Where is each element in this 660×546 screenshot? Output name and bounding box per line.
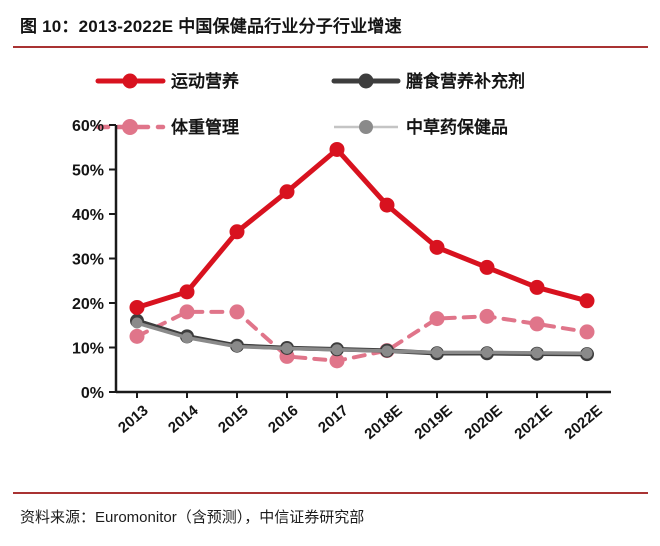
- data-point-weight: [579, 324, 595, 340]
- legend-marker-weight-icon: [95, 119, 166, 135]
- x-tick-label: 2015: [215, 402, 251, 436]
- x-axis-ticks: [136, 392, 588, 398]
- y-tick-label: 0%: [81, 385, 104, 402]
- y-tick-label: 50%: [72, 163, 104, 180]
- legend-label-sports: 运动营养: [171, 71, 240, 91]
- data-point-herbal: [231, 341, 243, 353]
- legend-marker-sports-icon: [95, 73, 166, 89]
- figure-title: 图 10：2013-2022E 中国保健品行业分子行业增速: [20, 17, 402, 36]
- data-point-sports: [529, 279, 545, 295]
- legend-label-weight: 体重管理: [171, 117, 239, 137]
- x-axis: 2013 2014 2015 2016 2017 2018E 2019E 202…: [115, 390, 611, 443]
- series-weight-management-line: [129, 304, 595, 369]
- data-point-sports: [329, 141, 345, 157]
- legend-marker-herbal-icon: [334, 120, 398, 134]
- source-divider-rule: [13, 492, 648, 494]
- x-tick-label: 2021E: [511, 402, 555, 443]
- series-sports-nutrition-line: [129, 141, 595, 315]
- legend-item-sports: 运动营养: [95, 71, 240, 91]
- data-point-sports: [479, 259, 495, 275]
- data-point-weight: [429, 311, 445, 327]
- x-tick-label: 2020E: [461, 402, 505, 443]
- data-point-sports: [429, 239, 445, 255]
- x-tick-label: 2019E: [411, 402, 455, 443]
- legend-label-herbal: 中草药保健品: [406, 117, 508, 137]
- data-point-herbal: [131, 317, 143, 329]
- y-axis: 0% 10% 20% 30% 40% 50% 60%: [72, 118, 118, 402]
- chart-legend: 运动营养 膳食营养补充剂 体重管理: [95, 71, 525, 137]
- title-divider-rule: [13, 46, 648, 48]
- data-point-weight: [329, 353, 345, 369]
- data-point-herbal: [331, 344, 343, 356]
- x-tick-label: 2022E: [561, 402, 605, 443]
- data-point-weight: [479, 308, 495, 324]
- data-point-herbal: [481, 346, 493, 358]
- data-point-herbal: [181, 332, 193, 344]
- x-axis-labels: 2013 2014 2015 2016 2017 2018E 2019E 202…: [115, 402, 605, 443]
- data-point-herbal: [431, 346, 443, 358]
- data-point-herbal: [281, 342, 293, 354]
- data-point-herbal: [581, 347, 593, 359]
- y-tick-label: 20%: [72, 296, 104, 313]
- data-point-weight: [129, 328, 145, 344]
- data-point-sports: [279, 184, 295, 200]
- legend-item-dietary: 膳食营养补充剂: [331, 71, 525, 91]
- y-axis-ticks: [109, 124, 116, 393]
- legend-marker-dietary-icon: [331, 73, 401, 89]
- data-point-herbal: [531, 347, 543, 359]
- data-point-weight: [179, 304, 195, 320]
- y-tick-label: 60%: [72, 118, 104, 135]
- growth-line-chart: 运动营养 膳食营养补充剂 体重管理: [72, 71, 611, 443]
- data-point-sports: [129, 299, 145, 315]
- data-point-sports: [579, 293, 595, 309]
- data-point-weight: [529, 316, 545, 332]
- x-tick-label: 2014: [165, 402, 202, 437]
- data-point-sports: [179, 284, 195, 300]
- x-tick-label: 2017: [315, 402, 351, 436]
- source-note: 资料来源：Euromonitor（含预测），中信证券研究部: [20, 509, 365, 526]
- data-point-sports: [229, 224, 245, 240]
- legend-item-herbal: 中草药保健品: [334, 117, 508, 137]
- series-herbal-products-line: [131, 317, 593, 359]
- y-tick-label: 30%: [72, 252, 104, 269]
- data-point-herbal: [381, 345, 393, 357]
- data-point-sports: [379, 197, 395, 213]
- x-tick-label: 2018E: [361, 402, 405, 443]
- y-tick-label: 40%: [72, 207, 104, 224]
- legend-item-weight: 体重管理: [95, 117, 239, 137]
- x-tick-label: 2013: [115, 402, 151, 436]
- data-point-weight: [229, 304, 245, 320]
- x-tick-label: 2016: [265, 402, 301, 436]
- y-axis-labels: 0% 10% 20% 30% 40% 50% 60%: [72, 118, 104, 402]
- y-tick-label: 10%: [72, 341, 104, 358]
- legend-label-dietary: 膳食营养补充剂: [406, 71, 525, 91]
